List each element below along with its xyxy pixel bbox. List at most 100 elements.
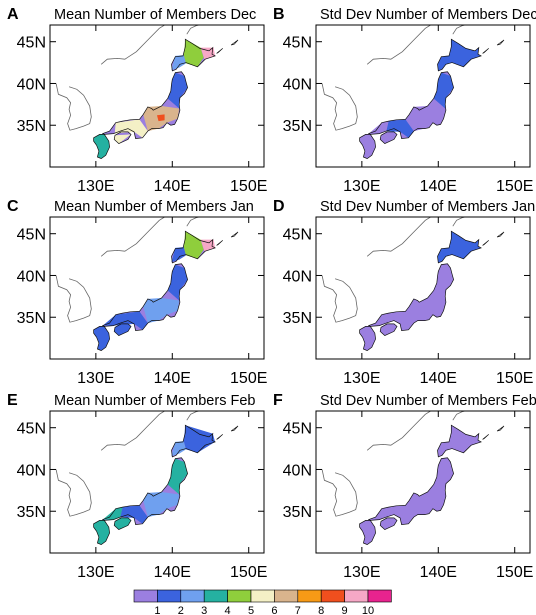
- panel-title: Std Dev Number of Members Jan: [320, 199, 535, 215]
- panel-title: Mean Number of Members Dec: [54, 7, 256, 23]
- colorbar-tick-label: 8: [318, 605, 324, 615]
- panel-title: Mean Number of Members Feb: [54, 393, 255, 409]
- shikoku-coast: [379, 131, 398, 145]
- panel-letter: B: [273, 6, 285, 23]
- colorbar-swatch: [227, 589, 252, 603]
- colorbar-swatch: [344, 589, 369, 603]
- panel-letter: F: [273, 392, 283, 409]
- data-region-8: [93, 520, 110, 545]
- colorbar-swatch: [133, 589, 158, 603]
- colorbar-swatch: [274, 589, 299, 603]
- colorbar-tick-label: 6: [271, 605, 277, 615]
- kyushu-coast: [359, 520, 376, 545]
- sakhalin-coast: [452, 217, 466, 227]
- x-tick-label: 150E: [230, 564, 267, 581]
- kunashir-coast: [216, 240, 223, 246]
- x-tick-label: 130E: [77, 370, 114, 387]
- colorbar-swatch: [157, 589, 182, 603]
- colorbar-tick-label: 5: [248, 605, 254, 615]
- korea-coast: [55, 469, 92, 517]
- colorbar-swatch: [367, 589, 392, 603]
- colorbar-tick-label: 7: [295, 605, 301, 615]
- honshu-coast: [367, 263, 454, 331]
- shikoku-coast: [379, 517, 398, 531]
- data-region-4: [359, 520, 376, 545]
- data-region-2: [368, 263, 454, 331]
- y-tick-label: 35N: [17, 118, 46, 135]
- hokkaido-coast: [437, 424, 482, 458]
- data-region-2: [183, 231, 204, 259]
- data-region-3: [200, 239, 216, 252]
- kunashir-coast: [482, 434, 489, 440]
- colorbar-tick-label: 9: [342, 605, 348, 615]
- data-region-7: [114, 517, 131, 530]
- data-region-2: [183, 39, 204, 67]
- shikoku-coast: [113, 131, 132, 145]
- y-tick-label: 35N: [283, 504, 312, 521]
- y-tick-label: 40N: [17, 462, 46, 479]
- plot-frame: [49, 410, 265, 554]
- kyushu-coast: [93, 326, 110, 351]
- sakhalin-coast: [452, 411, 466, 421]
- panel-letter: D: [273, 198, 285, 215]
- data-region-2: [368, 457, 454, 525]
- panel-a: Mean Number of Members Dec A 130E 140E 150E 3…: [7, 6, 267, 195]
- hokkaido-coast: [171, 424, 216, 458]
- data-region-5: [120, 505, 148, 524]
- y-tick-label: 40N: [283, 268, 312, 285]
- korea-coast: [55, 275, 92, 323]
- data-region-4: [359, 326, 376, 351]
- data-region-5: [143, 298, 180, 324]
- y-tick-label: 40N: [17, 268, 46, 285]
- kunashir-coast: [216, 434, 223, 440]
- panel-title: Std Dev Number of Members Dec: [320, 7, 536, 23]
- data-region-1: [171, 247, 186, 263]
- primorye-coast: [100, 217, 165, 257]
- hokkaido-coast: [437, 38, 482, 72]
- x-tick-label: 150E: [230, 370, 267, 387]
- plot-frame: [315, 216, 531, 360]
- y-tick-label: 40N: [283, 462, 312, 479]
- colorbar-swatch: [297, 589, 322, 603]
- korea-coast: [321, 275, 358, 323]
- sakhalin-coast: [186, 25, 200, 35]
- map-area: [321, 217, 505, 351]
- colorbar-tick-label: 4: [225, 605, 231, 615]
- panel-b: Std Dev Number of Members Dec B 130E 140E 15…: [273, 6, 536, 195]
- x-tick-label: 140E: [420, 178, 457, 195]
- iturup-coast: [496, 425, 505, 432]
- data-region-4: [143, 492, 180, 518]
- honshu-coast: [101, 457, 188, 525]
- primorye-coast: [100, 25, 165, 65]
- honshu-coast: [367, 457, 454, 525]
- sakhalin-coast: [186, 411, 200, 421]
- korea-coast: [321, 469, 358, 517]
- panel-c: Mean Number of Members Jan C 130E 140E 150E 3…: [7, 198, 267, 387]
- data-region-7: [114, 323, 131, 336]
- x-tick-label: 140E: [420, 564, 457, 581]
- y-tick-label: 40N: [17, 76, 46, 93]
- data-region-8: [93, 134, 110, 159]
- hokkaido-coast: [171, 230, 216, 264]
- map-area: [55, 25, 239, 159]
- x-tick-label: 140E: [154, 178, 191, 195]
- x-tick-label: 130E: [77, 564, 114, 581]
- colorbar-tick-label: 10: [362, 605, 374, 615]
- plot-frame: [49, 216, 265, 360]
- shikoku-coast: [379, 323, 398, 337]
- colorbar-swatch: [203, 589, 228, 603]
- y-tick-label: 35N: [283, 118, 312, 135]
- colorbar-swatch: [320, 589, 345, 603]
- plot-frame: [315, 24, 531, 168]
- colorbar-swatch: [250, 589, 275, 603]
- kunashir-coast: [216, 48, 223, 54]
- x-tick-label: 150E: [496, 178, 533, 195]
- colorbar-tick-label: 2: [178, 605, 184, 615]
- x-tick-label: 150E: [496, 370, 533, 387]
- shikoku-coast: [113, 323, 132, 337]
- x-tick-label: 130E: [343, 178, 380, 195]
- y-tick-label: 45N: [17, 421, 46, 438]
- panel-e: Mean Number of Members Feb E 130E 140E 150E 3…: [7, 392, 267, 581]
- colorbar-swatch: [180, 589, 205, 603]
- panel-f: Std Dev Number of Members Feb F 130E 140E 15…: [273, 392, 536, 581]
